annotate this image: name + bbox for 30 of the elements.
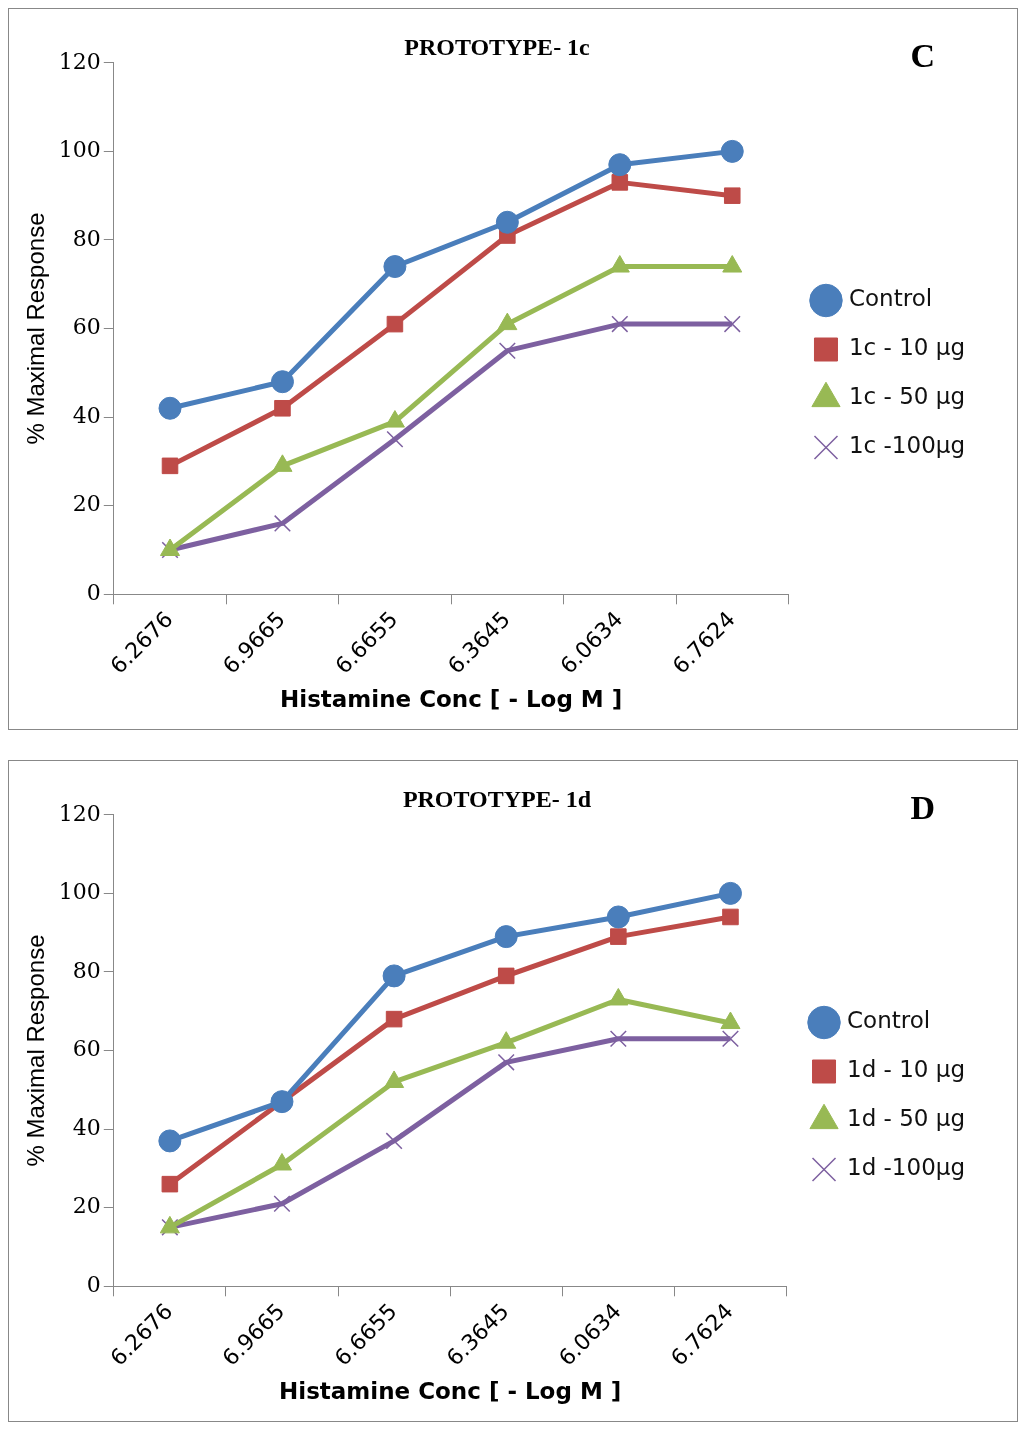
y-tick-label: 60 [72,1036,101,1062]
y-axis-title: % Maximal Response [22,212,50,445]
y-tick-label: 100 [58,879,101,905]
legend-label: 1d - 10 µg [847,1056,965,1083]
legend-label: Control [847,1007,931,1034]
legend-label: Control [848,285,933,312]
y-tick-label: 20 [72,1193,101,1219]
legend-label: 1d - 50 µg [847,1105,965,1132]
legend-label: 1c - 50 µg [848,383,965,410]
y-tick-label: 120 [58,48,101,74]
y-tick-label: 40 [72,1114,101,1140]
legend-label: 1d -100µg [847,1154,966,1181]
y-tick-label: 100 [58,137,101,163]
legend-label: 1c -100µg [848,432,966,459]
legend-label: 1c - 10 µg [848,334,965,361]
y-tick-label: 40 [72,402,101,428]
y-tick-label: 0 [86,1272,101,1298]
y-tick-label: 80 [72,957,101,983]
y-tick-label: 0 [86,580,101,606]
y-axis-title: % Maximal Response [22,934,50,1167]
y-tick-label: 80 [72,225,101,251]
x-axis-title: Histamine Conc [ - Log M ] [279,686,623,713]
y-tick-label: 120 [58,800,101,826]
x-axis-title: Histamine Conc [ - Log M ] [279,1378,622,1405]
chart-title: PROTOTYPE- 1d [402,785,592,812]
chart-title: PROTOTYPE- 1c [404,33,591,60]
y-tick-label: 20 [72,491,101,517]
y-tick-label: 60 [72,314,101,340]
text: C [910,36,935,74]
text: D [910,788,935,826]
